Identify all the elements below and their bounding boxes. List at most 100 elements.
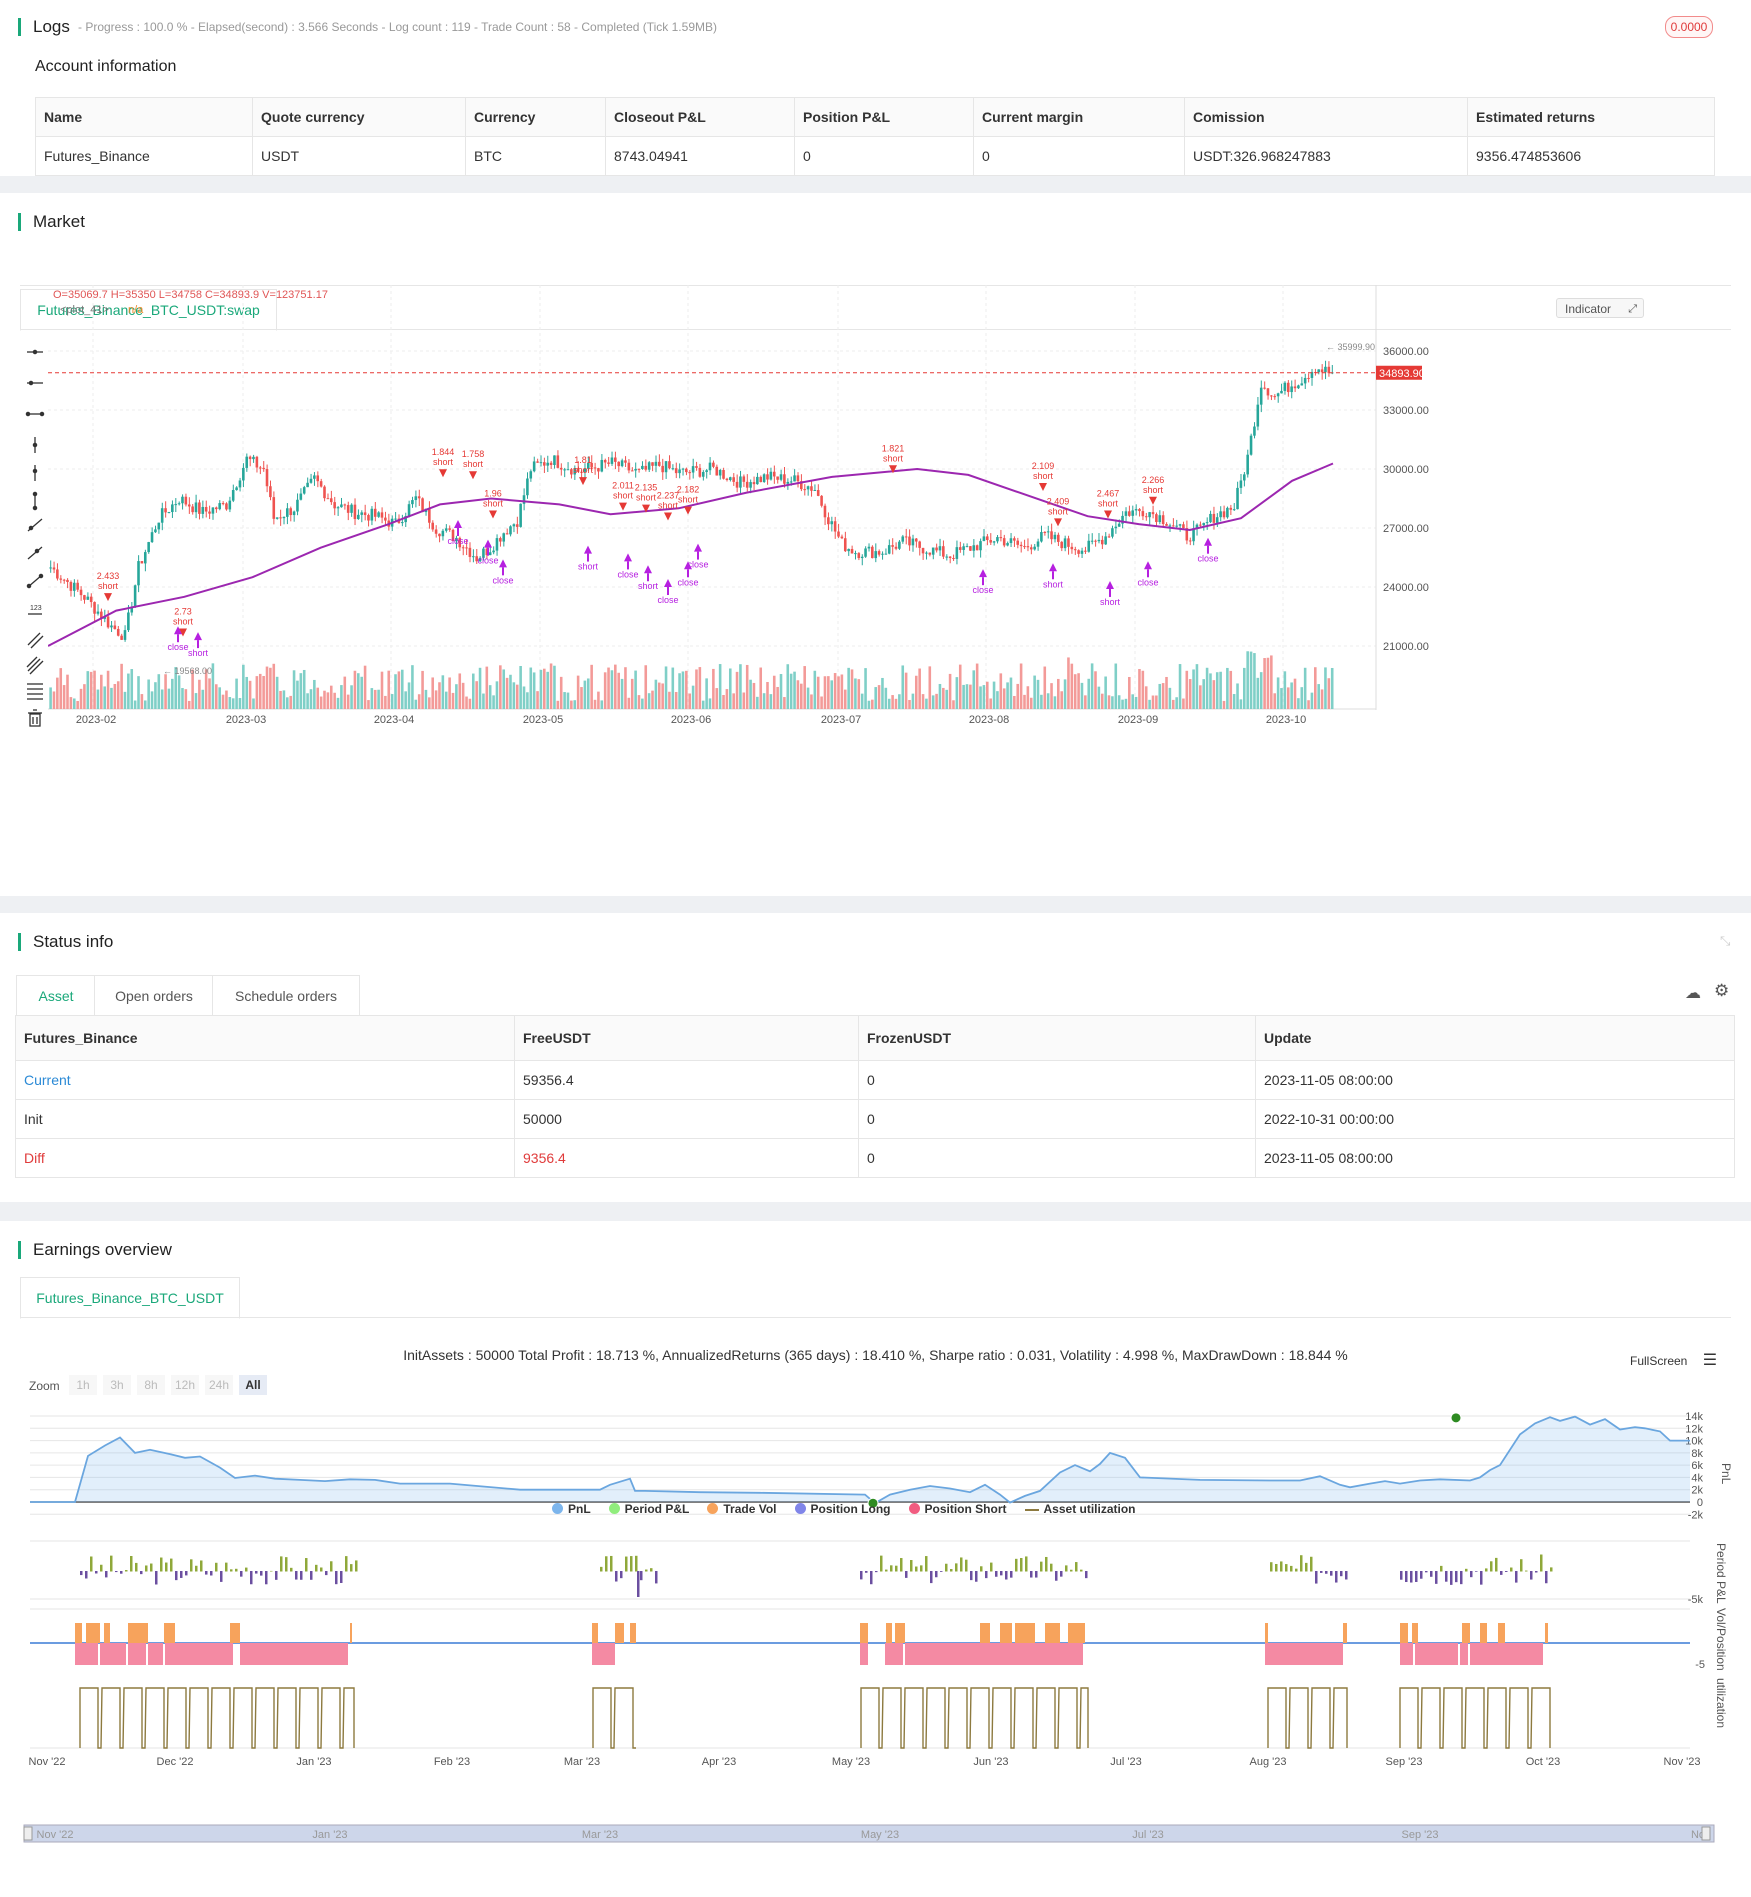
period-bar xyxy=(870,1571,873,1585)
tab-asset[interactable]: Asset xyxy=(16,975,96,1017)
zoom-option-all[interactable]: All xyxy=(239,1375,267,1395)
parallel-channel-icon[interactable] xyxy=(27,632,44,649)
position-short-bar xyxy=(592,1643,615,1665)
zoom-option-24h[interactable]: 24h xyxy=(205,1375,233,1395)
candle-body xyxy=(573,468,577,475)
candle-body xyxy=(1290,386,1293,393)
period-bar xyxy=(620,1571,623,1579)
volume-bar xyxy=(789,673,793,709)
ray-icon[interactable] xyxy=(27,546,43,560)
fibonacci-icon[interactable] xyxy=(27,683,43,700)
zoom-option-3h[interactable]: 3h xyxy=(103,1375,131,1395)
volume-bar xyxy=(218,687,221,709)
close-arrow-icon xyxy=(174,626,182,635)
volume-bar xyxy=(1195,664,1199,709)
period-bar xyxy=(340,1571,343,1583)
volume-bar xyxy=(532,672,536,709)
volume-bar xyxy=(1293,678,1297,709)
volume-bar xyxy=(654,679,658,709)
collapse-icon[interactable]: ⤡ xyxy=(1720,933,1731,948)
earnings-x-label: May '23 xyxy=(832,1756,870,1768)
volume-bar xyxy=(1229,670,1233,709)
candle-body xyxy=(143,552,147,564)
period-bar xyxy=(940,1571,943,1572)
volume-bar xyxy=(488,685,492,709)
volume-bar xyxy=(576,675,580,709)
candle-body xyxy=(762,474,766,483)
volume-bar xyxy=(529,667,533,709)
legend-item[interactable]: Trade Vol xyxy=(707,1502,777,1516)
price-label-icon[interactable]: 123 xyxy=(28,605,42,615)
volume-bar xyxy=(543,668,546,709)
cloud-download-icon[interactable]: ☁ xyxy=(1685,985,1701,1002)
volume-bar xyxy=(502,669,506,709)
horizontal-ray-icon[interactable] xyxy=(27,380,43,386)
candle-body xyxy=(1273,396,1277,398)
volume-bar xyxy=(228,697,232,709)
period-bar xyxy=(1055,1571,1058,1581)
legend-item[interactable]: Asset utilization xyxy=(1024,1502,1136,1516)
legend-item[interactable]: Position Short xyxy=(908,1502,1007,1516)
asset-row-label-current[interactable]: Current xyxy=(15,1060,515,1100)
settings-gear-icon[interactable]: ⚙ xyxy=(1714,981,1730,1000)
tab-earnings-symbol[interactable]: Futures_Binance_BTC_USDT xyxy=(20,1277,240,1319)
vertical-line-icon[interactable] xyxy=(32,437,38,453)
volume-bar xyxy=(1168,687,1172,709)
trade-vol-bar xyxy=(1412,1623,1418,1643)
tab-open-orders[interactable]: Open orders xyxy=(94,975,214,1017)
segment-icon[interactable] xyxy=(26,573,44,589)
volume-bar xyxy=(854,678,857,709)
trade-vol-bar xyxy=(1015,1623,1035,1643)
volume-bar xyxy=(1161,683,1165,709)
legend-item[interactable]: PnL xyxy=(552,1502,591,1516)
volume-bar xyxy=(843,689,847,709)
vertical-segment-icon[interactable] xyxy=(32,491,38,511)
period-bar xyxy=(95,1571,98,1574)
indicator-button[interactable]: Indicator ⤢ xyxy=(1556,298,1644,318)
market-candlestick-chart[interactable]: 36000.00 33000.00 30000.00 27000.00 24000.00… xyxy=(48,285,1468,745)
horizontal-line-icon[interactable] xyxy=(27,349,43,355)
volume-bar xyxy=(1219,671,1222,709)
trade-value-label: 1.96 xyxy=(484,489,502,499)
fullscreen-button[interactable]: FullScreen ☰ xyxy=(1630,1350,1717,1370)
tab-market-symbol[interactable]: Futures_Binance_BTC_USDT:swap xyxy=(20,289,277,331)
candle-body xyxy=(373,508,377,517)
candle-body xyxy=(204,506,208,512)
hamburger-menu-icon[interactable]: ☰ xyxy=(1702,1352,1718,1369)
candle-body xyxy=(286,508,289,517)
volume-bar xyxy=(630,678,634,709)
legend-label: Asset utilization xyxy=(1043,1502,1136,1516)
tab-schedule-orders[interactable]: Schedule orders xyxy=(212,975,360,1017)
zoom-option-1h[interactable]: 1h xyxy=(69,1375,97,1395)
zoom-option-12h[interactable]: 12h xyxy=(171,1375,199,1395)
low-marker-label: ← 19568.00 xyxy=(163,666,212,676)
volume-bar xyxy=(299,673,303,709)
horizontal-segment-icon[interactable] xyxy=(25,411,45,417)
legend-item[interactable]: Position Long xyxy=(794,1502,891,1516)
trade-signal-label: close xyxy=(447,536,468,546)
period-bar xyxy=(310,1571,313,1580)
candle-body xyxy=(370,508,374,521)
trend-line-icon[interactable] xyxy=(27,518,43,532)
volume-bar xyxy=(728,668,732,709)
volume-bar xyxy=(238,698,242,709)
period-bar xyxy=(255,1571,258,1574)
candle-body xyxy=(448,528,451,530)
candle-body xyxy=(49,567,52,569)
zoom-option-8h[interactable]: 8h xyxy=(137,1375,165,1395)
candle-body xyxy=(617,461,620,467)
volume-bar xyxy=(499,665,502,709)
vertical-ray-icon[interactable] xyxy=(32,465,38,481)
volume-bar xyxy=(221,694,225,709)
candle-body xyxy=(363,512,367,516)
asset-header: FreeUSDT xyxy=(514,1015,859,1061)
trade-value-label: 2.73 xyxy=(174,607,192,617)
legend-item[interactable]: Period P&L xyxy=(608,1502,689,1516)
volume-bar xyxy=(245,676,249,709)
volume-bar xyxy=(725,689,729,709)
parallel-lines-icon[interactable] xyxy=(26,656,44,675)
candle-body xyxy=(438,533,441,537)
trade-vol-bar xyxy=(1343,1623,1347,1643)
trash-icon[interactable] xyxy=(28,709,42,727)
